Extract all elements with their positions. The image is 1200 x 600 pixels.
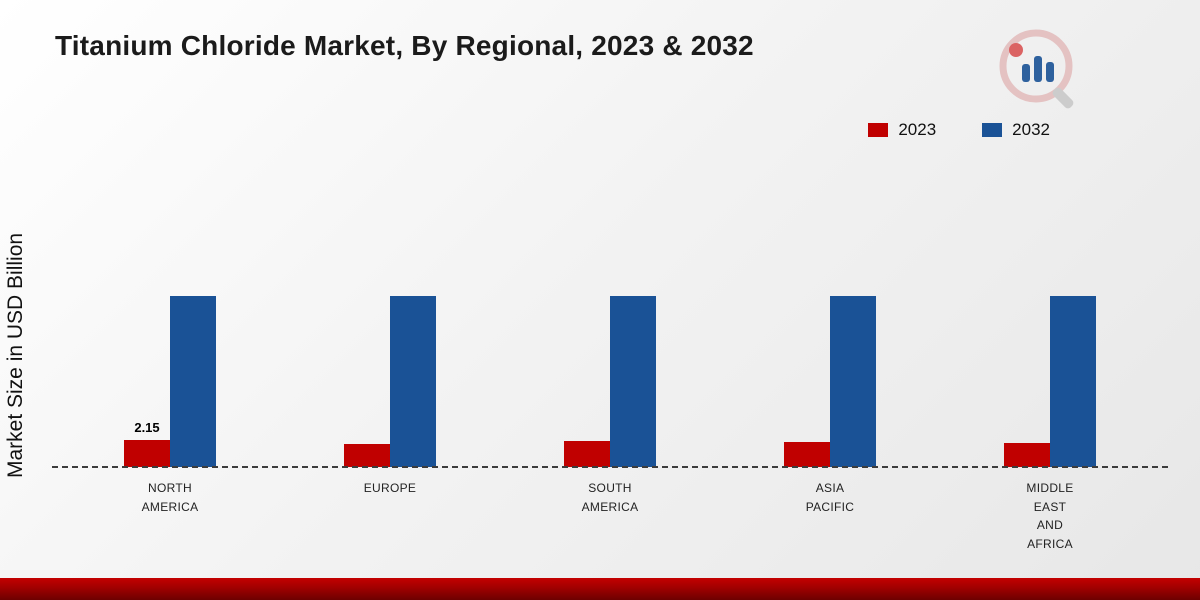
legend-label: 2023	[898, 120, 937, 139]
legend: 2023 2032	[868, 120, 1050, 140]
legend-item-2023: 2023	[868, 120, 936, 140]
category-label-middle-east-and-africa: MIDDLE EAST AND AFRICA	[1026, 479, 1073, 553]
bars-row-europe	[344, 140, 436, 467]
bar-2023-middle-east-and-africa	[1004, 443, 1050, 467]
bar-value-label-2023-north-america: 2.15	[134, 420, 160, 435]
logo-bar-2	[1034, 56, 1042, 82]
logo-ring	[999, 29, 1073, 103]
bar-2032-middle-east-and-africa	[1050, 296, 1096, 467]
category-label-line: SOUTH	[588, 481, 632, 495]
bars-row-south-america	[564, 140, 656, 467]
bar-chart: 2.15 NORTH AMERICA EUROPE SOUTH AMERICA ASIA PA…	[60, 140, 1160, 553]
bar-group-north-america: 2.15 NORTH AMERICA	[124, 140, 216, 516]
category-label-line: AND	[1036, 518, 1064, 533]
legend-swatch-2023	[868, 123, 889, 137]
bar-2023-asia-pacific	[784, 442, 830, 467]
category-label-line: AFRICA	[1027, 536, 1073, 551]
category-label-line: MIDDLE	[1026, 481, 1074, 495]
bars-row-middle-east-and-africa	[1004, 140, 1096, 467]
category-label-line: ASIA	[815, 481, 845, 495]
bars-row-asia-pacific	[784, 140, 876, 467]
bar-2032-north-america	[170, 296, 216, 467]
chart-title: Titanium Chloride Market, By Regional, 2…	[55, 30, 754, 61]
bar-group-middle-east-and-africa: MIDDLE EAST AND AFRICA	[1004, 140, 1096, 553]
category-label-asia-pacific: ASIA PACIFIC	[806, 479, 855, 516]
y-axis-label: Market Size in USD Billion	[4, 232, 27, 478]
brand-logo	[992, 24, 1087, 119]
brand-logo-graphic	[999, 29, 1074, 109]
bar-2023-europe	[344, 444, 390, 467]
footer-stripe	[0, 578, 1200, 600]
category-label-line: EUROPE	[363, 481, 417, 495]
bars-row-north-america: 2.15	[124, 140, 216, 467]
legend-item-2032: 2032	[982, 120, 1050, 140]
bar-group-europe: EUROPE	[344, 140, 436, 498]
bar-group-south-america: SOUTH AMERICA	[564, 140, 656, 516]
bar-2023-south-america	[564, 441, 610, 467]
logo-handle	[1052, 87, 1074, 109]
legend-swatch-2032	[982, 123, 1003, 137]
logo-bar-1	[1022, 64, 1030, 82]
legend-label: 2032	[1012, 120, 1050, 139]
category-label-line: EAST	[1033, 499, 1067, 514]
category-label-line: PACIFIC	[805, 499, 855, 514]
bar-2032-europe	[390, 296, 436, 467]
category-label-south-america: SOUTH AMERICA	[582, 479, 639, 516]
category-label-line: NORTH	[148, 481, 192, 495]
bar-2023-north-america: 2.15	[124, 420, 170, 467]
category-label-line: AMERICA	[581, 499, 639, 514]
category-label-europe: EUROPE	[364, 479, 416, 498]
category-label-line: AMERICA	[141, 499, 199, 514]
bar-group-asia-pacific: ASIA PACIFIC	[784, 140, 876, 516]
x-axis-baseline	[52, 466, 1168, 468]
bar-2032-asia-pacific	[830, 296, 876, 467]
logo-dot	[1009, 43, 1023, 57]
bar-2032-south-america	[610, 296, 656, 467]
category-label-north-america: NORTH AMERICA	[142, 479, 199, 516]
logo-bar-3	[1046, 62, 1054, 82]
